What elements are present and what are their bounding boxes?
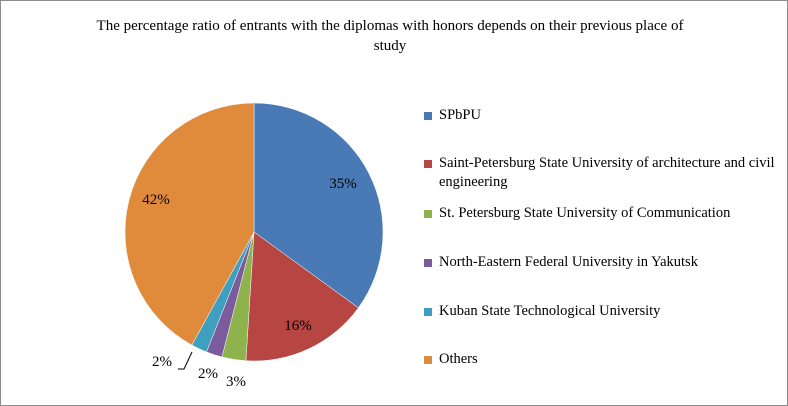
slice-label-3: 2% xyxy=(198,366,218,382)
legend-label: Others xyxy=(439,351,478,367)
legend-item-4: Kuban State Technological University xyxy=(424,302,660,321)
legend-item-0: SPbPU xyxy=(424,106,481,125)
legend-label: Kuban State Technological University xyxy=(439,303,661,319)
pie-slice-1 xyxy=(245,231,359,362)
legend-swatch xyxy=(424,210,432,218)
chart-title: The percentage ratio of entrants with th… xyxy=(96,18,684,54)
legend-item-2: St. Petersburg State University of Commu… xyxy=(424,204,730,223)
legend-item-5: Others xyxy=(424,350,478,369)
legend-label: Saint-Petersburg State University of arc… xyxy=(439,155,775,190)
legend-swatch xyxy=(424,112,432,120)
slice-label-5: 42% xyxy=(142,192,170,208)
slice-label-1: 16% xyxy=(284,318,312,334)
legend-swatch xyxy=(424,160,432,168)
leader-line xyxy=(178,351,193,370)
legend-item-1: Saint-Petersburg State University of arc… xyxy=(424,154,781,192)
legend-label: St. Petersburg State University of Commu… xyxy=(439,205,731,221)
legend-swatch xyxy=(424,356,432,364)
legend-swatch xyxy=(424,259,432,267)
slice-label-4: 2% xyxy=(152,354,172,370)
legend-swatch xyxy=(424,308,432,316)
legend-label: SPbPU xyxy=(439,107,481,123)
slice-label-0: 35% xyxy=(329,176,357,192)
pie-slice-0 xyxy=(253,102,384,309)
legend-item-3: North-Eastern Federal University in Yaku… xyxy=(424,253,698,272)
pie-slice-5 xyxy=(124,102,255,346)
slice-label-2: 3% xyxy=(226,374,246,390)
legend-label: North-Eastern Federal University in Yaku… xyxy=(439,254,698,270)
